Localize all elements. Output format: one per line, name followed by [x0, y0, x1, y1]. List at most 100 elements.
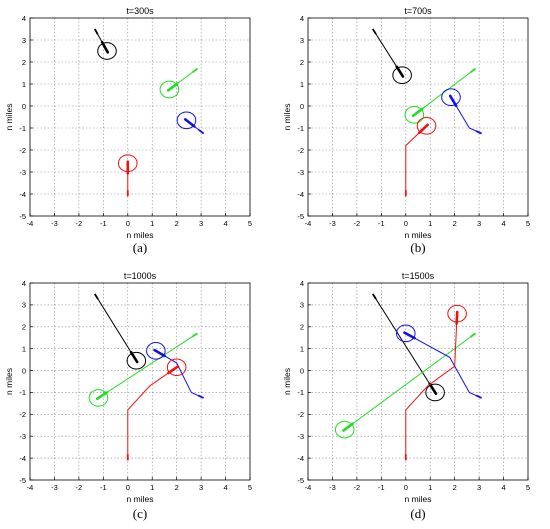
x-tick-label: 2	[453, 219, 457, 228]
x-tick-label: 0	[126, 483, 130, 492]
plot-area	[30, 283, 250, 480]
aircraft-marker-green	[166, 82, 179, 92]
protection-circle-blue	[146, 342, 166, 360]
y-tick-label: 0	[300, 366, 304, 375]
x-tick-label: 0	[126, 219, 130, 228]
start-marker-black	[93, 28, 99, 35]
track-red	[127, 366, 177, 461]
chart-title: t=1000s	[124, 271, 157, 281]
protection-circle-green	[404, 105, 425, 124]
y-tick-label: -4	[19, 190, 26, 199]
x-tick-label: 4	[223, 219, 227, 228]
y-tick-label: 1	[300, 80, 304, 89]
x-tick-label: -3	[51, 219, 58, 228]
panel-caption: (d)	[410, 506, 425, 521]
aircraft-marker-black	[395, 65, 405, 78]
y-tick-label: 1	[22, 344, 26, 353]
x-tick-label: -4	[27, 219, 34, 228]
start-marker-black	[94, 293, 99, 300]
y-tick-label: 0	[22, 102, 26, 111]
chart-title: t=700s	[404, 6, 432, 16]
chart-title: t=1500s	[402, 271, 435, 281]
x-tick-label: -1	[378, 483, 385, 492]
panel-caption: (c)	[133, 506, 147, 521]
x-tick-label: -2	[76, 483, 83, 492]
protection-circle-black	[126, 351, 147, 370]
x-tick-label: -3	[329, 219, 336, 228]
x-tick-label: 4	[501, 219, 505, 228]
y-tick-label: -2	[19, 410, 26, 419]
x-tick-label: -4	[27, 483, 34, 492]
y-tick-label: -2	[19, 146, 26, 155]
y-tick-label: 0	[22, 366, 26, 375]
protection-circle-green	[159, 80, 180, 99]
plot-frame	[307, 17, 529, 217]
y-axis-label: n miles	[4, 104, 14, 131]
protection-circle-blue	[395, 324, 416, 343]
track-black	[94, 293, 137, 361]
start-marker-blue	[197, 394, 204, 399]
y-tick-label: -4	[297, 454, 304, 463]
aircraft-marker-red	[418, 123, 429, 134]
plot-area	[308, 18, 528, 216]
y-tick-label: 4	[22, 14, 26, 23]
x-tick-label: 3	[199, 219, 203, 228]
x-tick-label: 0	[404, 483, 408, 492]
y-tick-label: 1	[22, 80, 26, 89]
y-tick-label: 3	[300, 36, 304, 45]
x-tick-label: 2	[175, 483, 179, 492]
x-axis-label: n miles	[127, 230, 154, 240]
aircraft-marker-blue	[153, 348, 166, 358]
protection-circle-red	[166, 358, 187, 377]
x-axis-label: n miles	[405, 494, 432, 504]
chart-title: t=300s	[126, 6, 154, 16]
y-axis-label: n miles	[282, 104, 292, 131]
plot-frame	[29, 282, 251, 481]
start-marker-blue	[475, 130, 482, 135]
plot-frame	[307, 282, 529, 481]
plot-area	[30, 18, 250, 216]
protection-circle-black	[392, 66, 412, 85]
y-axis-label: n miles	[4, 368, 14, 395]
track-green	[98, 332, 198, 399]
x-tick-label: -2	[354, 219, 361, 228]
y-tick-label: -5	[297, 476, 304, 485]
x-tick-label: 3	[199, 483, 203, 492]
x-tick-label: 5	[248, 219, 252, 228]
y-tick-label: 2	[22, 323, 26, 332]
y-tick-label: -3	[19, 432, 26, 441]
protection-circle-blue	[176, 111, 197, 130]
y-tick-label: 3	[22, 301, 26, 310]
x-axis-label: n miles	[127, 494, 154, 504]
y-tick-label: -4	[19, 454, 26, 463]
y-tick-label: -5	[19, 212, 26, 221]
plot-area	[308, 283, 528, 480]
y-tick-label: -1	[297, 388, 304, 397]
y-tick-label: 3	[22, 36, 26, 45]
x-tick-label: -2	[354, 483, 361, 492]
x-tick-label: 2	[175, 219, 179, 228]
y-tick-label: -2	[297, 410, 304, 419]
x-tick-label: -2	[76, 219, 83, 228]
y-tick-label: 2	[300, 58, 304, 67]
aircraft-marker-blue	[403, 331, 416, 340]
track-black	[372, 293, 436, 393]
y-tick-label: 4	[22, 279, 26, 288]
y-tick-label: -1	[19, 124, 26, 133]
x-tick-label: 2	[453, 483, 457, 492]
track-green	[414, 68, 476, 116]
x-tick-label: 3	[477, 483, 481, 492]
protection-circle-black	[425, 383, 445, 402]
aircraft-marker-blue	[183, 118, 196, 128]
y-tick-label: -5	[19, 476, 26, 485]
y-tick-label: -3	[297, 168, 304, 177]
x-tick-label: -1	[100, 219, 107, 228]
aircraft-marker-green	[95, 391, 109, 401]
x-tick-label: 3	[477, 219, 481, 228]
y-tick-label: -4	[297, 190, 304, 199]
